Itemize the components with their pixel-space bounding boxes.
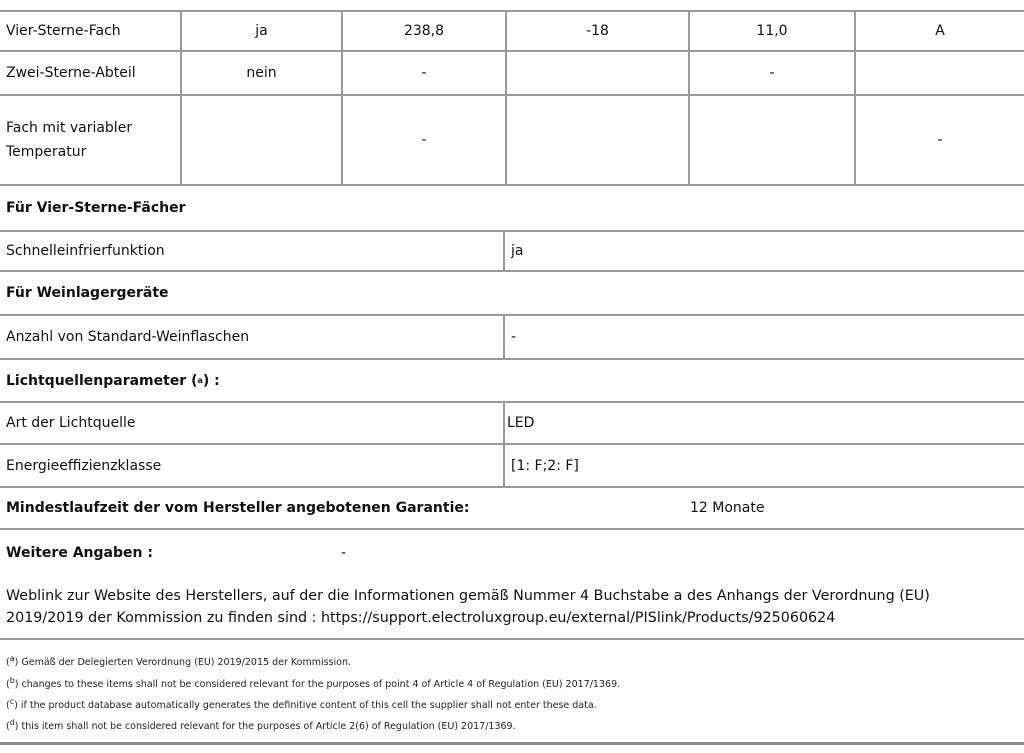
compartment-name: Vier-Sterne-Fach [6, 23, 121, 39]
field-value: - [341, 544, 347, 561]
volume-cell: - [341, 52, 505, 94]
footnote-marker: b [9, 676, 15, 685]
compartment-name: Fach mit variabler Temperatur [6, 120, 133, 160]
four-star-section: Für Vier-Sterne-Fächer [0, 186, 1024, 232]
class-cell: A [854, 12, 1024, 50]
footnote-text: changes to these items shall not be cons… [21, 679, 621, 691]
section-heading: Für Weinlagergeräte [6, 285, 169, 301]
field-label: Schnelleinfrierfunktion [6, 243, 165, 259]
field-value: [1: F;2: F] [503, 445, 1024, 486]
footnote-marker: c [9, 697, 15, 706]
field-value: ja [503, 232, 1024, 270]
volume-cell: - [341, 96, 505, 184]
field-label: Anzahl von Standard-Weinflaschen [6, 329, 250, 345]
table-row: Art der Lichtquelle LED [0, 403, 1024, 445]
field-label: Art der Lichtquelle [6, 415, 136, 431]
footnote-text: this item shall not be considered releva… [21, 721, 516, 733]
footnote-marker: d [9, 718, 15, 727]
energy-cell: 11,0 [688, 12, 854, 50]
section-heading: Für Vier-Sterne-Fächer [6, 200, 186, 216]
table-row: Zwei-Sterne-Abteil nein - - [0, 52, 1024, 96]
heading-text-end: ) : [202, 372, 220, 389]
footnote-text: if the product database automatically ge… [20, 700, 597, 712]
energy-cell [688, 96, 854, 184]
present-cell: nein [180, 52, 341, 94]
field-label: Mindestlaufzeit der vom Hersteller angeb… [6, 500, 470, 516]
section-heading: Lichtquellenparameter (a) : [0, 360, 220, 401]
field-label: Weitere Angaben : [6, 544, 153, 561]
table-row: Anzahl von Standard-Weinflaschen - [0, 316, 1024, 360]
field-value: LED [503, 403, 1024, 443]
footnote: (c) if the product database automaticall… [6, 697, 597, 712]
weblink-row: Weblink zur Website des Herstellers, auf… [0, 575, 1024, 640]
warranty-row: Mindestlaufzeit der vom Hersteller angeb… [0, 488, 1024, 530]
footnote-marker: a [9, 654, 15, 663]
weblink-text: Weblink zur Website des Herstellers, auf… [6, 588, 930, 626]
table-row: Fach mit variabler Temperatur - - [0, 96, 1024, 186]
wine-section: Für Weinlagergeräte [0, 272, 1024, 316]
field-value: 12 Monate [690, 500, 765, 516]
table-row: Schnelleinfrierfunktion ja [0, 232, 1024, 272]
compartment-name: Zwei-Sterne-Abteil [6, 65, 136, 81]
temperature-cell [505, 52, 688, 94]
further-row: Weitere Angaben : - [0, 530, 1024, 575]
volume-cell: 238,8 [341, 12, 505, 50]
footnote: (a) Gemäß der Delegierten Verordnung (EU… [6, 654, 351, 669]
footnote: (d) this item shall not be considered re… [6, 718, 516, 733]
top-rule [0, 10, 1024, 12]
table-row: Energieeffizienzklasse [1: F;2: F] [0, 445, 1024, 488]
temperature-cell: -18 [505, 12, 688, 50]
light-section: Lichtquellenparameter (a) : [0, 360, 1024, 403]
footnote: (b) changes to these items shall not be … [6, 676, 621, 691]
bottom-rule [0, 742, 1024, 745]
temperature-cell [505, 96, 688, 184]
heading-text: Lichtquellenparameter ( [6, 372, 198, 389]
table-row: Vier-Sterne-Fach ja 238,8 -18 11,0 A [0, 12, 1024, 52]
field-label: Energieeffizienzklasse [6, 457, 162, 474]
class-cell: - [854, 96, 1024, 184]
class-cell [854, 52, 1024, 94]
field-value: - [503, 316, 1024, 358]
present-cell [180, 96, 341, 184]
energy-cell: - [688, 52, 854, 94]
footnote-marker: a [197, 376, 203, 385]
present-cell: ja [180, 12, 341, 50]
footnote-text: Gemäß der Delegierten Verordnung (EU) 20… [21, 657, 351, 669]
